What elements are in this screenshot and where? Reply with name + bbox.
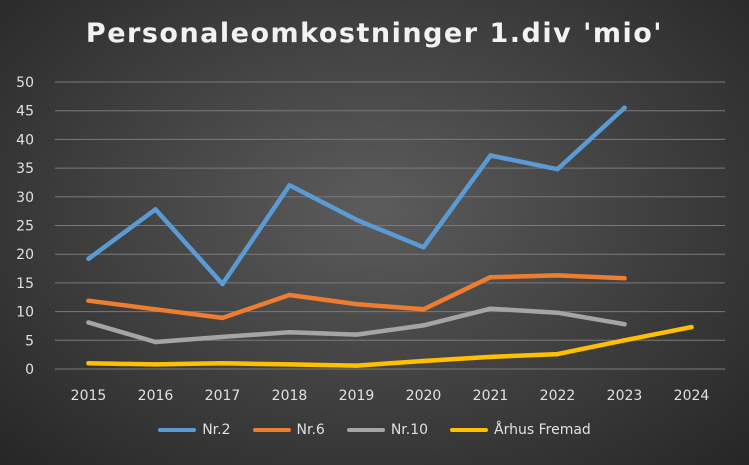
data-point xyxy=(555,166,560,172)
y-tick-label: 40 xyxy=(16,132,34,148)
y-tick-label: 30 xyxy=(16,190,34,206)
legend-swatch xyxy=(450,428,489,432)
legend-swatch xyxy=(158,428,197,432)
legend-label: Nr.2 xyxy=(202,422,231,438)
data-point xyxy=(354,217,359,223)
data-point xyxy=(220,315,225,321)
y-tick-label: 50 xyxy=(16,75,34,91)
data-point xyxy=(689,324,694,330)
data-point xyxy=(555,310,560,315)
data-point xyxy=(220,281,225,287)
data-point xyxy=(622,276,627,281)
data-point xyxy=(555,273,560,278)
legend-swatch xyxy=(252,428,291,432)
data-point xyxy=(153,307,158,312)
legend-item: Nr.2 xyxy=(158,422,231,438)
y-tick-label: 35 xyxy=(16,161,34,177)
data-point xyxy=(421,307,426,312)
data-point xyxy=(622,338,627,343)
y-tick-label: 5 xyxy=(25,333,34,349)
legend-swatch xyxy=(346,428,385,432)
data-point xyxy=(622,105,627,111)
legend-label: Nr.10 xyxy=(390,422,429,438)
x-tick-label: 2015 xyxy=(71,388,107,404)
data-point xyxy=(622,321,627,327)
legend-label: Århus Fremad xyxy=(494,422,591,438)
data-point xyxy=(86,320,91,325)
x-tick-label: 2022 xyxy=(540,388,576,404)
data-point xyxy=(354,332,359,337)
y-tick-label: 25 xyxy=(16,219,34,235)
data-point xyxy=(354,363,359,368)
data-point xyxy=(421,245,426,250)
legend-item: Nr.6 xyxy=(252,422,325,438)
series-line-1 xyxy=(86,105,627,287)
x-tick-label: 2017 xyxy=(205,388,241,404)
data-point xyxy=(488,153,493,158)
data-point xyxy=(153,207,158,212)
data-point xyxy=(354,301,359,307)
x-tick-label: 2021 xyxy=(473,388,509,404)
x-tick-label: 2020 xyxy=(406,388,442,404)
data-point xyxy=(86,361,91,366)
data-point xyxy=(153,362,158,367)
data-point xyxy=(153,339,158,345)
y-tick-label: 15 xyxy=(16,276,34,292)
data-point xyxy=(488,274,493,280)
x-tick-label: 2016 xyxy=(138,388,174,404)
data-point xyxy=(287,330,292,335)
legend-item: Århus Fremad xyxy=(450,422,591,438)
data-point xyxy=(287,183,292,188)
y-tick-label: 10 xyxy=(16,305,34,321)
data-point xyxy=(555,351,560,357)
data-point xyxy=(86,298,91,303)
legend-item: Nr.10 xyxy=(346,422,429,438)
x-tick-label: 2023 xyxy=(607,388,643,404)
legend-label: Nr.6 xyxy=(296,422,325,438)
data-point xyxy=(287,362,292,367)
x-tick-label: 2019 xyxy=(339,388,375,404)
data-point xyxy=(287,292,292,298)
data-point xyxy=(421,323,426,328)
legend: Nr.2 Nr.6 Nr.10 Århus Fremad xyxy=(0,422,749,438)
data-point xyxy=(86,256,91,262)
data-point xyxy=(220,334,225,340)
y-tick-label: 0 xyxy=(25,362,34,378)
chart-title: Personaleomkostninger 1.div 'mio' xyxy=(85,18,664,49)
series-line-4 xyxy=(86,324,694,368)
data-point xyxy=(421,358,426,364)
y-tick-label: 20 xyxy=(16,247,34,263)
x-tick-label: 2024 xyxy=(674,388,710,404)
data-point xyxy=(220,361,225,366)
data-point xyxy=(488,354,493,360)
x-tick-label: 2018 xyxy=(272,388,308,404)
data-point xyxy=(488,306,493,311)
series-line-3 xyxy=(86,306,627,345)
y-tick-label: 45 xyxy=(16,104,34,120)
